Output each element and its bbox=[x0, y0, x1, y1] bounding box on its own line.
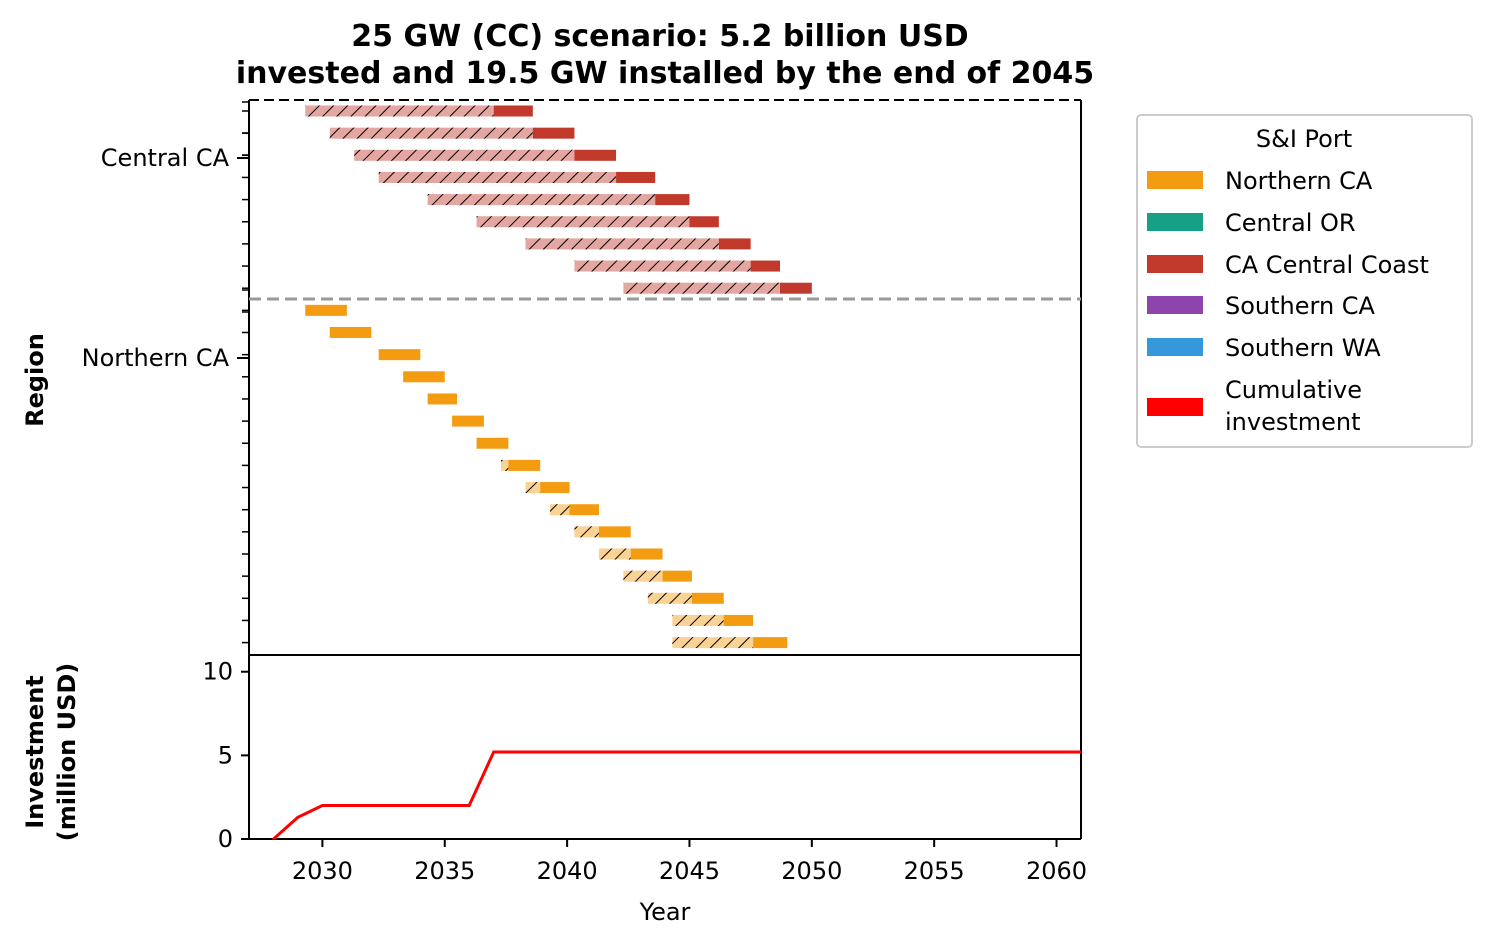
legend-swatch bbox=[1147, 255, 1203, 273]
hatched-bar-overlay bbox=[354, 149, 575, 161]
hatched-bar-overlay bbox=[647, 592, 692, 604]
solid-bar-segment bbox=[691, 592, 724, 604]
solid-bar-segment bbox=[493, 105, 533, 117]
y-axis-label-region: Region bbox=[21, 333, 49, 427]
solid-bar-segment bbox=[780, 282, 812, 294]
x-tick-label: 2040 bbox=[537, 857, 598, 885]
x-tick-label: 2030 bbox=[292, 857, 353, 885]
legend-swatch bbox=[1147, 213, 1203, 231]
y-axis-label-investment-line-1: Investment bbox=[21, 675, 49, 829]
x-tick-label: 2045 bbox=[659, 857, 720, 885]
solid-bar-segment bbox=[476, 437, 509, 449]
hatched-bar-overlay bbox=[329, 127, 533, 139]
y-tick-label: 5 bbox=[218, 741, 233, 769]
solid-bar-segment bbox=[540, 482, 570, 494]
chart-title-line-2: invested and 19.5 GW installed by the en… bbox=[236, 56, 1094, 91]
x-tick-label: 2035 bbox=[414, 857, 475, 885]
solid-bar-segment bbox=[723, 614, 754, 626]
region-label: Central CA bbox=[101, 144, 230, 172]
hatched-bar-overlay bbox=[525, 238, 719, 250]
legend-swatch bbox=[1147, 171, 1203, 189]
y-axis-label-investment-line-2: (million USD) bbox=[53, 663, 81, 841]
solid-bar-segment bbox=[378, 349, 421, 361]
region-label: Northern CA bbox=[82, 344, 230, 372]
solid-bar-segment bbox=[329, 327, 372, 338]
hatched-bar-overlay bbox=[672, 637, 754, 649]
y-tick-label: 10 bbox=[202, 658, 233, 686]
solid-bar-segment bbox=[689, 216, 719, 228]
hatched-bar-overlay bbox=[525, 482, 541, 494]
legend-frame bbox=[1136, 114, 1473, 448]
solid-bar-segment bbox=[718, 238, 751, 250]
hatched-bar-overlay bbox=[549, 504, 570, 516]
solid-bar-segment bbox=[532, 127, 575, 139]
hatched-bar-overlay bbox=[378, 171, 617, 183]
hatched-bar-overlay bbox=[476, 216, 690, 228]
chart-title-line-1: 25 GW (CC) scenario: 5.2 billion USD bbox=[351, 19, 968, 54]
bottom-panel: 0 5 10 2030 2035 2040 2045 2050 2055 2060 bbox=[202, 654, 1087, 885]
x-tick-label: 2060 bbox=[1026, 857, 1087, 885]
solid-bar-segment bbox=[655, 194, 690, 206]
solid-bar-segment bbox=[630, 548, 663, 560]
solid-bar-segment bbox=[427, 393, 457, 405]
legend-label-line: Cumulative bbox=[1225, 376, 1362, 404]
hatched-bar-overlay bbox=[623, 570, 663, 582]
x-tick-label: 2055 bbox=[904, 857, 965, 885]
legend-label: CA Central Coast bbox=[1225, 251, 1429, 279]
x-tick-label: 2050 bbox=[781, 857, 842, 885]
legend: S&I Port Northern CA Central OR CA Central… bbox=[1136, 114, 1473, 448]
legend-label: Southern WA bbox=[1225, 334, 1381, 362]
legend-title: S&I Port bbox=[1256, 125, 1352, 153]
hatched-bar-overlay bbox=[305, 105, 494, 117]
y-tick-label: 0 bbox=[218, 825, 233, 853]
solid-bar-segment bbox=[662, 570, 692, 582]
solid-bar-segment bbox=[569, 504, 599, 516]
legend-swatch bbox=[1147, 398, 1203, 416]
solid-bar-segment bbox=[750, 260, 781, 272]
top-panel: Central CA Northern CA bbox=[82, 99, 1082, 655]
hatched-bar-overlay bbox=[427, 194, 656, 206]
cumulative-investment-line bbox=[271, 750, 1081, 839]
hatched-bar-overlay bbox=[623, 282, 781, 294]
solid-bar-segment bbox=[403, 371, 445, 383]
legend-swatch bbox=[1147, 296, 1203, 314]
legend-label-line: investment bbox=[1225, 408, 1361, 436]
solid-bar-segment bbox=[753, 637, 788, 649]
hatched-bar-overlay bbox=[598, 548, 631, 560]
hatched-bar-overlay bbox=[672, 614, 724, 626]
solid-bar-segment bbox=[305, 304, 347, 316]
x-axis-label: Year bbox=[639, 898, 691, 926]
legend-swatch bbox=[1147, 338, 1203, 356]
solid-bar-segment bbox=[574, 149, 617, 161]
legend-label: Central OR bbox=[1225, 209, 1356, 237]
hatched-bar-overlay bbox=[574, 526, 599, 538]
solid-bar-segment bbox=[452, 415, 484, 427]
legend-label: Southern CA bbox=[1225, 292, 1376, 320]
hatched-bar-overlay bbox=[501, 459, 509, 471]
legend-label: Northern CA bbox=[1225, 167, 1373, 195]
hatched-bar-overlay bbox=[574, 260, 751, 272]
solid-bar-segment bbox=[598, 526, 631, 538]
solid-bar-segment bbox=[508, 459, 541, 471]
solid-bar-segment bbox=[616, 171, 656, 183]
